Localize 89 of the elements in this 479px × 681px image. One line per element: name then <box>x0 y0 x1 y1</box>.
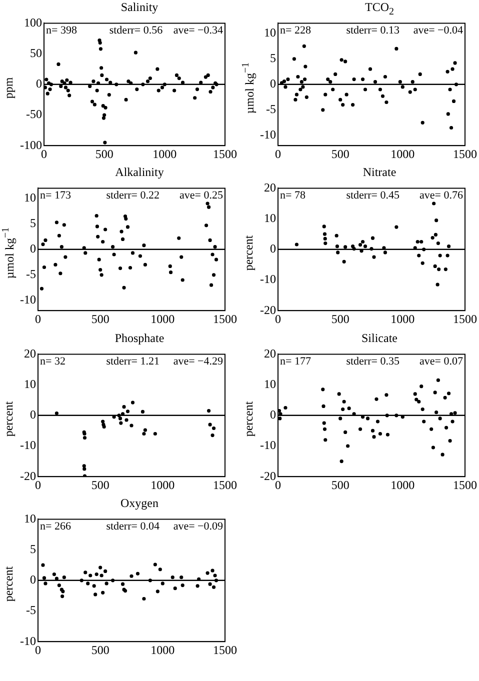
x-tick-label: 500 <box>95 146 114 161</box>
y-tick-label: 5 <box>30 216 36 230</box>
y-tick-label: 0 <box>270 242 276 256</box>
x-tick-label: 1000 <box>150 642 175 657</box>
y-tick-label: -5 <box>26 603 36 618</box>
annotation: n= 78 <box>280 190 306 202</box>
y-axis-title: percent <box>242 235 256 271</box>
y-tick-label: -10 <box>260 272 276 286</box>
annotation: stderr= 0.22 <box>106 190 160 202</box>
y-tick-label: -10 <box>20 292 36 307</box>
x-tick-label: 500 <box>331 312 350 326</box>
x-tick-label: 1500 <box>213 478 237 492</box>
y-tick-label: 0 <box>270 76 276 91</box>
x-tick-label: 1500 <box>213 146 237 161</box>
y-tick-label: 20 <box>24 346 36 360</box>
annotation: ave= −0.04 <box>413 24 464 37</box>
annotation: stderr= 0.13 <box>346 24 400 37</box>
y-tick-label: 0 <box>30 242 36 256</box>
annotation: ave= −0.09 <box>173 520 224 533</box>
chart-title: Nitrate <box>362 165 398 179</box>
x-tick-label: 500 <box>91 478 110 492</box>
x-tick-label: 1500 <box>213 312 237 326</box>
annotation: n= 266 <box>40 520 72 533</box>
x-tick-label: 500 <box>331 478 350 492</box>
x-tick-label: 1000 <box>150 478 175 492</box>
annotation: ave= 0.07 <box>420 356 464 368</box>
x-tick-label: 1000 <box>150 312 175 326</box>
x-tick-label: 1000 <box>390 478 415 492</box>
x-tick-label: 500 <box>91 642 110 657</box>
y-tick-label: 10 <box>264 376 276 391</box>
chart-title: Silicate <box>360 331 398 345</box>
y-tick-label: -10 <box>20 634 36 648</box>
y-axis-title: percent <box>242 401 256 437</box>
y-tick-label: 20 <box>264 180 276 194</box>
y-tick-label: -20 <box>20 468 36 483</box>
y-axis-title: percent <box>2 566 16 602</box>
chart-title: Alkalinity <box>114 165 165 179</box>
x-tick-label: 1500 <box>453 478 477 492</box>
annotation: n= 173 <box>40 190 72 202</box>
annotation: stderr= 0.04 <box>106 520 160 533</box>
y-tick-label: -5 <box>266 102 276 116</box>
y-tick-label: -5 <box>26 267 36 282</box>
annotation: ave= −4.29 <box>173 356 224 368</box>
annotation: n= 32 <box>40 356 66 368</box>
annotation: stderr= 0.56 <box>109 24 164 37</box>
y-tick-label: 50 <box>30 46 42 60</box>
x-tick-label: 1000 <box>390 312 415 326</box>
annotation: stderr= 1.21 <box>106 356 160 368</box>
chart-title: Salinity <box>120 0 160 14</box>
y-tick-label: 10 <box>264 26 276 40</box>
annotation: n= 398 <box>46 24 78 37</box>
x-tick-label: 1000 <box>390 146 415 161</box>
x-tick-label: 1000 <box>152 146 177 161</box>
x-tick-label: 500 <box>331 146 350 161</box>
y-tick-label: 0 <box>30 408 36 422</box>
y-tick-label: 5 <box>270 51 276 66</box>
y-tick-label: -10 <box>20 438 36 452</box>
annotation: n= 177 <box>280 356 312 368</box>
x-tick-label: 1500 <box>453 146 477 161</box>
y-tick-label: 10 <box>24 376 36 391</box>
y-tick-label: 0 <box>36 76 42 91</box>
y-tick-label: -50 <box>26 107 42 122</box>
chart-title: Phosphate <box>114 331 166 345</box>
x-tick-label: 500 <box>91 312 110 326</box>
annotation: stderr= 0.35 <box>346 356 400 368</box>
chart-title: Oxygen <box>120 496 160 510</box>
chart-title: TCO$_{2}$ <box>364 0 395 20</box>
y-tick-label: -20 <box>260 468 276 483</box>
y-tick-label: -10 <box>260 128 276 142</box>
annotation: ave= −0.34 <box>173 24 224 37</box>
annotation: ave= 0.25 <box>180 190 224 202</box>
y-tick-label: -10 <box>260 438 276 452</box>
y-tick-label: 10 <box>24 511 36 526</box>
x-tick-label: 1500 <box>453 312 477 326</box>
y-tick-label: 100 <box>24 15 42 30</box>
y-axis-title: ppm <box>2 77 16 99</box>
y-tick-label: -100 <box>20 138 42 152</box>
y-tick-label: 0 <box>270 408 276 422</box>
annotation: n= 228 <box>280 24 312 37</box>
y-tick-label: 20 <box>264 346 276 360</box>
y-tick-label: 10 <box>264 210 276 225</box>
y-tick-label: 5 <box>30 542 36 556</box>
y-tick-label: 0 <box>30 572 36 587</box>
annotation: stderr= 0.45 <box>346 190 400 202</box>
annotation: ave= 0.76 <box>420 190 464 202</box>
y-tick-label: 10 <box>24 190 36 205</box>
y-axis-title: percent <box>2 401 16 437</box>
x-tick-label: 1500 <box>213 642 237 657</box>
y-tick-label: -20 <box>260 302 276 317</box>
